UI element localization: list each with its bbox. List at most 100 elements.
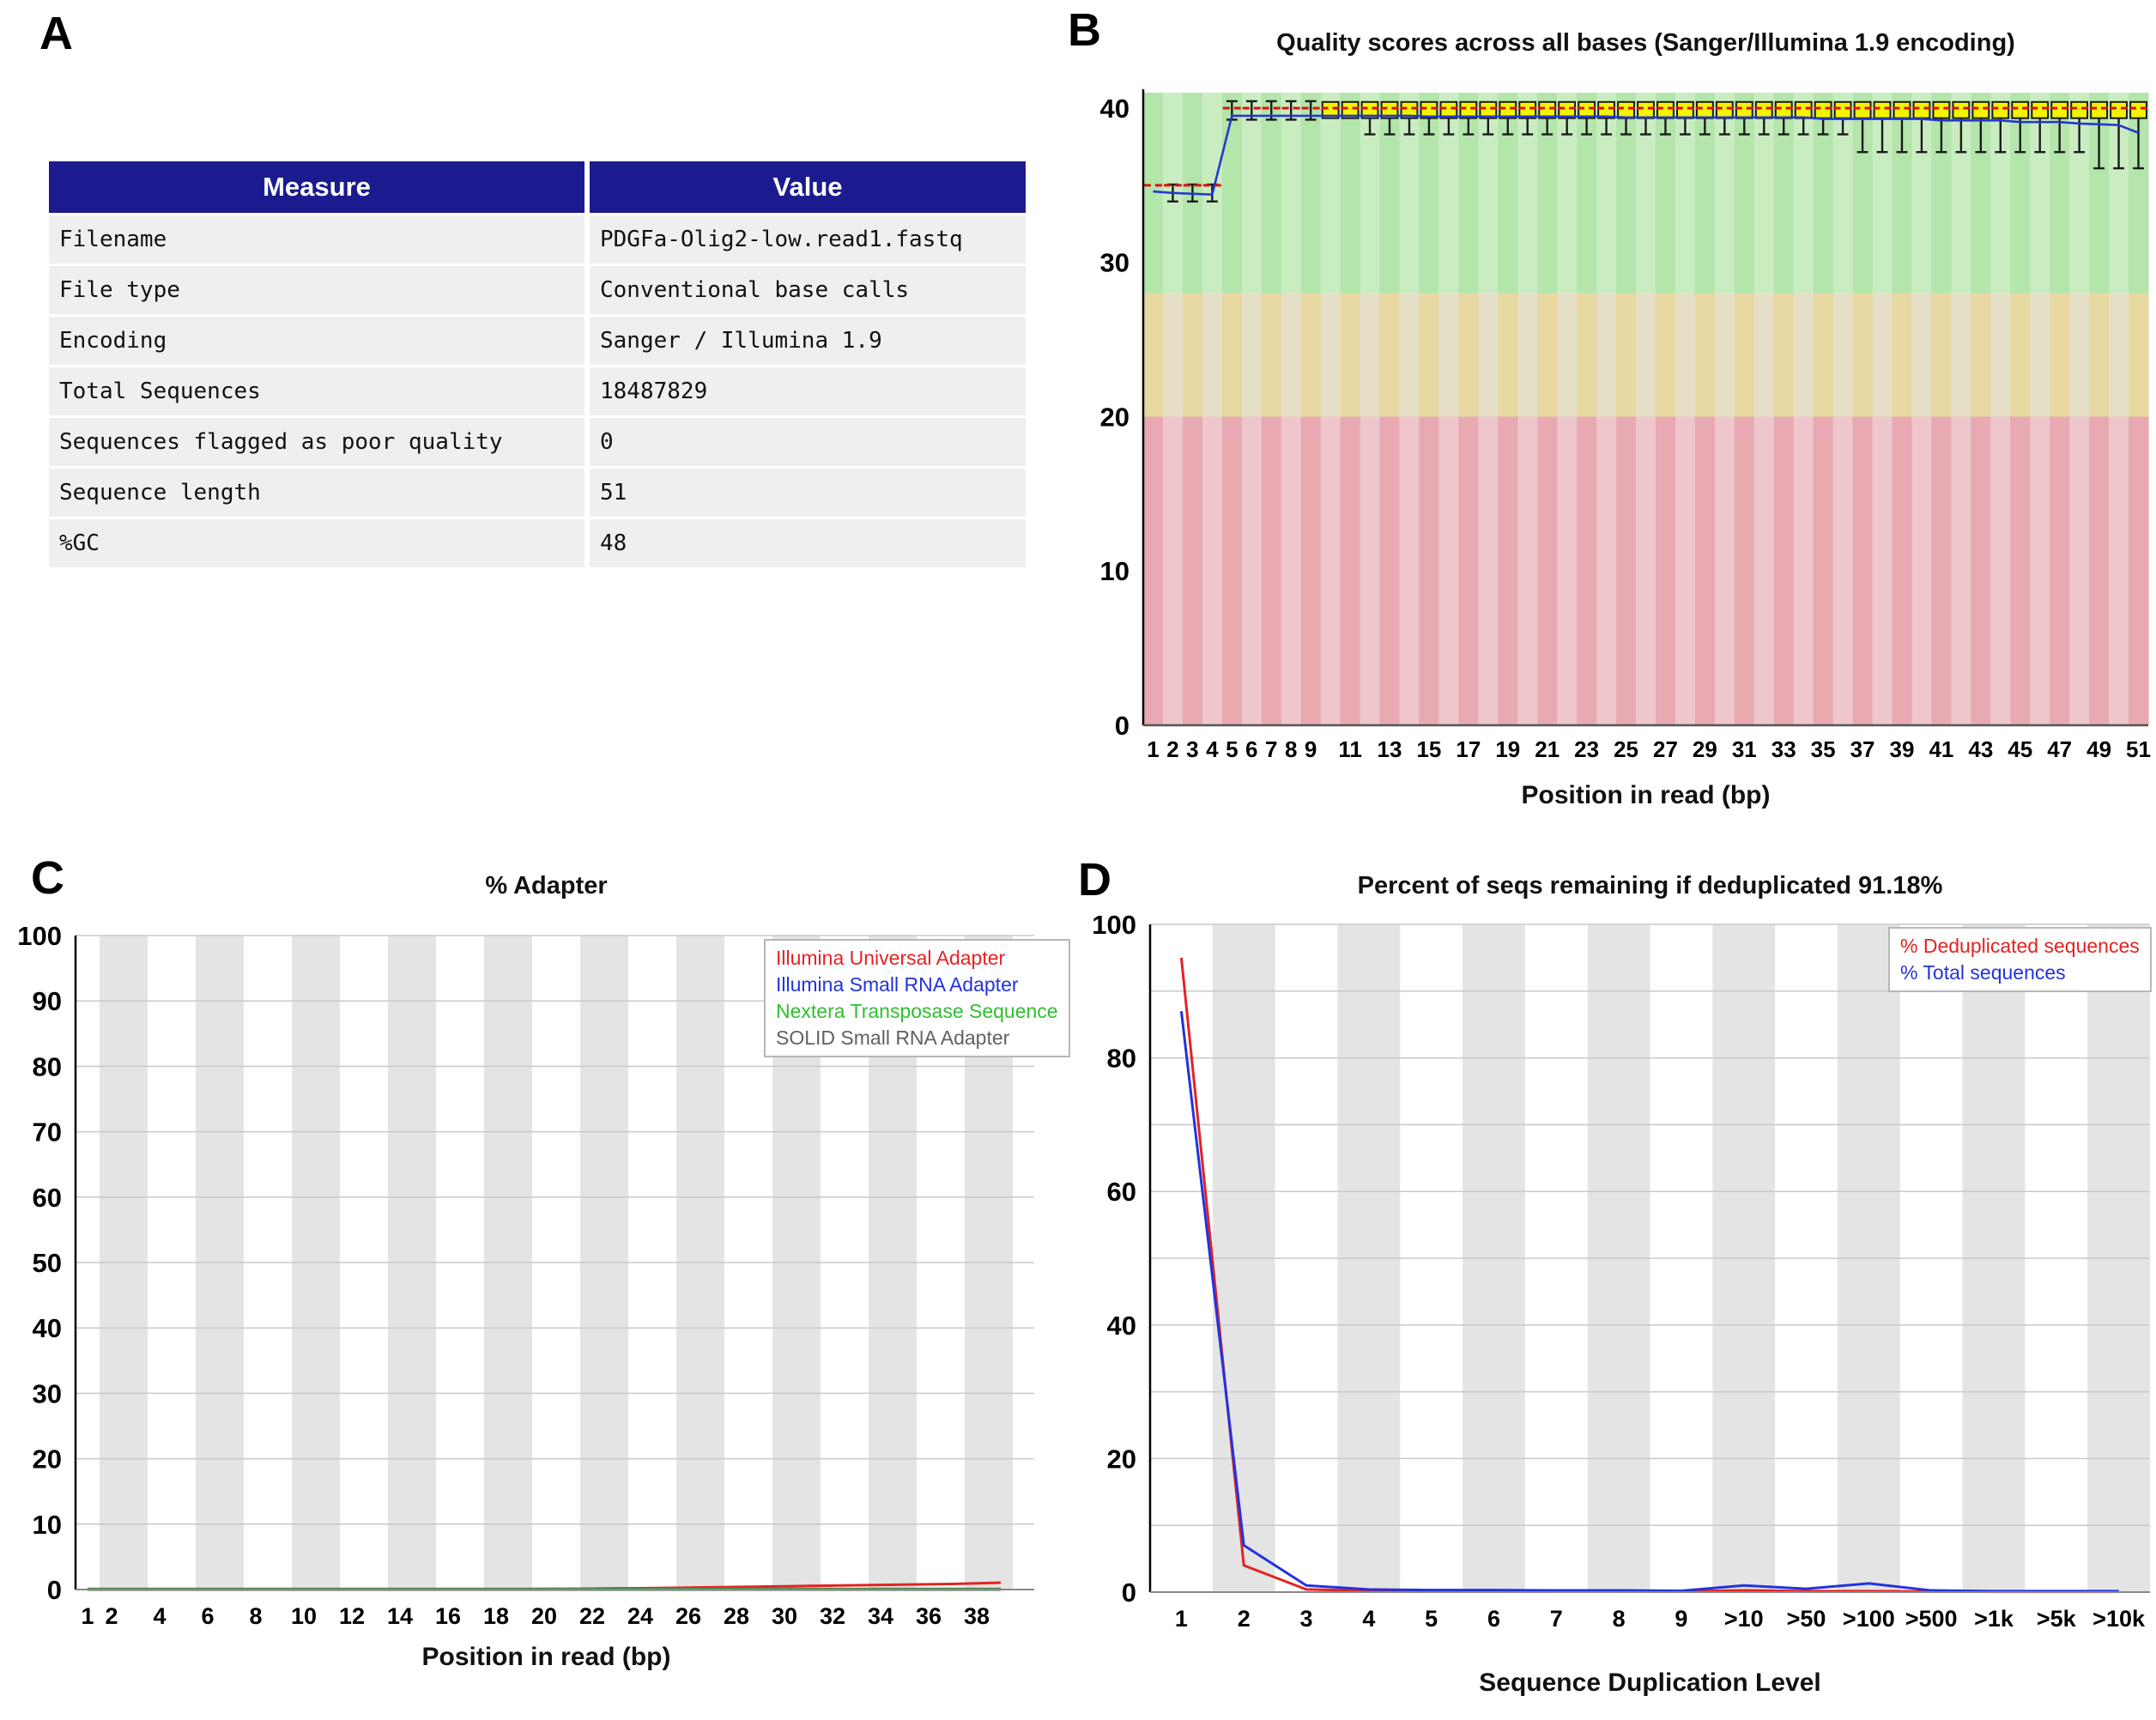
svg-text:11: 11	[1338, 736, 1362, 762]
svg-text:24: 24	[627, 1603, 653, 1629]
svg-text:28: 28	[724, 1603, 749, 1629]
svg-text:51: 51	[2126, 736, 2151, 762]
svg-text:9: 9	[1305, 736, 1317, 762]
svg-text:80: 80	[33, 1051, 62, 1081]
svg-text:10: 10	[291, 1603, 317, 1629]
svg-text:6: 6	[1245, 736, 1257, 762]
svg-text:0: 0	[47, 1575, 62, 1605]
svg-text:>100: >100	[1843, 1606, 1895, 1632]
svg-text:10: 10	[33, 1510, 62, 1540]
svg-text:8: 8	[1613, 1606, 1626, 1632]
svg-text:47: 47	[2047, 736, 2072, 762]
measure-cell: Filename	[49, 215, 584, 263]
svg-text:9: 9	[1675, 1606, 1687, 1632]
measure-column-header: Measure	[49, 161, 584, 213]
svg-text:7: 7	[1265, 736, 1277, 762]
svg-text:5: 5	[1425, 1606, 1438, 1632]
svg-text:22: 22	[579, 1603, 605, 1629]
measure-cell: File type	[49, 266, 584, 314]
quality-chart-title: Quality scores across all bases (Sanger/…	[1276, 29, 2015, 57]
summary-table: Measure Value Filename PDGFa-Olig2-low.re…	[44, 159, 1031, 570]
svg-text:6: 6	[1487, 1606, 1500, 1632]
value-cell: Sanger / Illumina 1.9	[590, 317, 1026, 365]
legend-item: % Total sequences	[1900, 961, 2066, 984]
svg-text:32: 32	[820, 1603, 845, 1629]
svg-text:13: 13	[1378, 736, 1402, 762]
svg-text:41: 41	[1929, 736, 1953, 762]
svg-text:6: 6	[201, 1603, 214, 1629]
svg-text:20: 20	[531, 1603, 557, 1629]
panel-d-letter: D	[1078, 854, 1111, 905]
svg-text:100: 100	[1092, 910, 1136, 940]
svg-text:>10: >10	[1724, 1606, 1764, 1632]
svg-text:3: 3	[1300, 1606, 1313, 1632]
summary-table-header-row: Measure Value	[49, 161, 1026, 213]
svg-text:2: 2	[1238, 1606, 1251, 1632]
table-row: Sequence length 51	[49, 469, 1026, 517]
value-cell: 0	[590, 418, 1026, 466]
svg-text:8: 8	[1285, 736, 1297, 762]
svg-text:>50: >50	[1787, 1606, 1826, 1632]
svg-text:31: 31	[1732, 736, 1757, 762]
svg-text:5: 5	[1226, 736, 1238, 762]
table-row: %GC 48	[49, 519, 1026, 567]
table-row: Total Sequences 18487829	[49, 367, 1026, 415]
svg-text:39: 39	[1890, 736, 1915, 762]
svg-text:4: 4	[1362, 1606, 1375, 1632]
duplication-levels-chart: 0 20 40 60 80 100 1 2 3 4 5 6 7 8 9 >10 >50 >100 >500 >1k >5…	[1092, 910, 2150, 1632]
svg-text:4: 4	[153, 1603, 166, 1629]
svg-text:10: 10	[1100, 556, 1129, 586]
panel-a-letter: A	[39, 8, 73, 59]
svg-text:18: 18	[483, 1603, 509, 1629]
adapter-chart-xlabel: Position in read (bp)	[421, 1643, 671, 1671]
table-row: Sequences flagged as poor quality 0	[49, 418, 1026, 466]
svg-text:3: 3	[1186, 736, 1198, 762]
duplication-chart-xlabel: Sequence Duplication Level	[1479, 1669, 1821, 1697]
svg-text:45: 45	[2008, 736, 2032, 762]
svg-text:60: 60	[1107, 1177, 1136, 1207]
table-row: File type Conventional base calls	[49, 266, 1026, 314]
quality-chart-xlabel: Position in read (bp)	[1521, 781, 1771, 809]
legend-item: % Deduplicated sequences	[1900, 935, 2140, 957]
value-column-header: Value	[590, 161, 1026, 213]
svg-text:15: 15	[1416, 736, 1441, 762]
svg-text:>5k: >5k	[2037, 1606, 2077, 1632]
svg-text:16: 16	[435, 1603, 461, 1629]
value-cell: 51	[590, 469, 1026, 517]
table-row: Encoding Sanger / Illumina 1.9	[49, 317, 1026, 365]
svg-text:37: 37	[1850, 736, 1875, 762]
svg-text:30: 30	[772, 1603, 797, 1629]
svg-text:20: 20	[1100, 402, 1129, 432]
svg-text:80: 80	[1107, 1044, 1136, 1074]
svg-text:90: 90	[33, 986, 62, 1016]
svg-text:7: 7	[1550, 1606, 1563, 1632]
legend-item: Nextera Transposase Sequence	[776, 1000, 1058, 1022]
value-cell: Conventional base calls	[590, 266, 1026, 314]
svg-text:38: 38	[964, 1603, 990, 1629]
svg-text:0: 0	[1122, 1578, 1136, 1608]
svg-text:4: 4	[1206, 736, 1219, 762]
svg-text:19: 19	[1495, 736, 1520, 762]
svg-text:50: 50	[33, 1248, 62, 1278]
duplication-chart-title: Percent of seqs remaining if deduplicate…	[1357, 872, 1943, 899]
measure-cell: Total Sequences	[49, 367, 584, 415]
panel-b-letter: B	[1068, 4, 1101, 56]
summary-table-body: Filename PDGFa-Olig2-low.read1.fastq File …	[49, 215, 1026, 567]
svg-text:>10k: >10k	[2092, 1606, 2146, 1632]
svg-text:14: 14	[387, 1603, 413, 1629]
svg-text:8: 8	[249, 1603, 262, 1629]
svg-text:>1k: >1k	[1974, 1606, 2014, 1632]
svg-text:0: 0	[1115, 711, 1129, 741]
svg-text:2: 2	[1166, 736, 1178, 762]
measure-cell: Sequence length	[49, 469, 584, 517]
svg-text:34: 34	[868, 1603, 893, 1629]
svg-text:20: 20	[33, 1444, 62, 1475]
svg-text:70: 70	[33, 1117, 62, 1148]
svg-text:30: 30	[1100, 248, 1129, 278]
svg-text:60: 60	[33, 1183, 62, 1213]
legend-item: Illumina Universal Adapter	[776, 947, 1006, 969]
measure-cell: Sequences flagged as poor quality	[49, 418, 584, 466]
svg-text:43: 43	[1968, 736, 1993, 762]
